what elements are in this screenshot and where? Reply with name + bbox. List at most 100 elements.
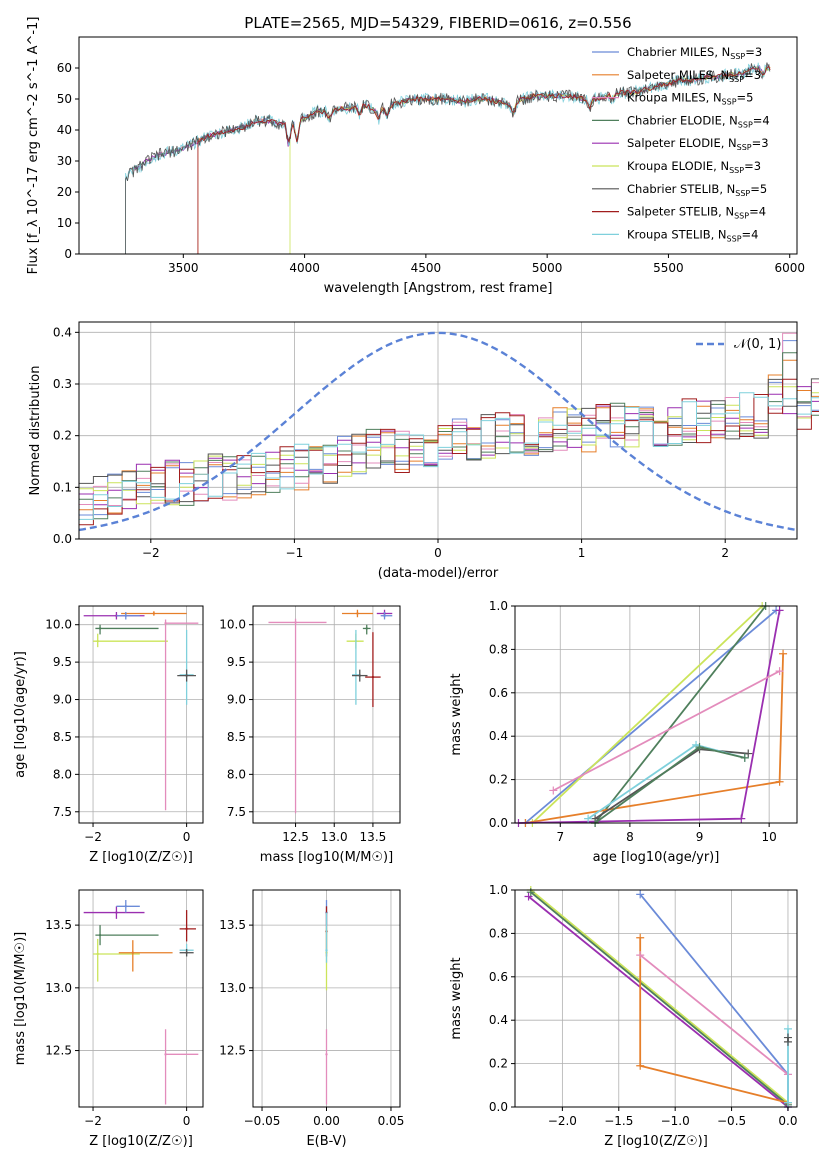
data-point — [115, 911, 118, 914]
x-tick-label: 0 — [434, 546, 442, 560]
weight-marker — [775, 777, 784, 786]
histogram-series — [79, 340, 819, 516]
y-axis-label: Flux [f_λ 10^-17 erg cm^-2 s^-1 A^-1] — [26, 17, 41, 275]
legend-label: Salpeter STELIB, NSSP=4 — [627, 205, 766, 221]
y-tick-label: 10.0 — [45, 618, 72, 632]
x-tick-label: 0.05 — [378, 1114, 405, 1128]
data-point — [185, 951, 188, 954]
y-tick-label: 0.0 — [489, 1100, 508, 1114]
y-tick-label: 12.5 — [219, 1044, 246, 1058]
legend-label: Salpeter MILES, NSSP=3 — [627, 68, 761, 84]
spectrum-panel: Chabrier MILES, NSSP=3 Salpeter MILES, NS… — [26, 17, 805, 296]
normal-distribution-curve — [78, 331, 798, 532]
x-tick-label: 0 — [183, 830, 191, 844]
y-tick-label: 10 — [57, 216, 72, 230]
x-tick-label: −2.0 — [548, 1114, 577, 1128]
weight-series-line — [552, 670, 781, 792]
weight-series-line — [594, 605, 767, 824]
weight-series-line — [531, 605, 763, 824]
x-tick-label: 13.5 — [360, 830, 387, 844]
x-tick-label: 6000 — [774, 261, 805, 275]
y-tick-label: 9.5 — [53, 655, 72, 669]
y-tick-label: 50 — [57, 92, 72, 106]
y-tick-label: 13.0 — [45, 981, 72, 995]
y-tick-label: 9.0 — [53, 693, 72, 707]
x-tick-label: −1 — [286, 546, 304, 560]
legend-label: Chabrier STELIB, NSSP=5 — [627, 182, 767, 198]
x-tick-label: −2 — [84, 830, 102, 844]
data-point — [96, 952, 99, 956]
errorbar-group — [83, 611, 199, 811]
x-tick-label: 0 — [183, 1114, 191, 1128]
x-tick-label: −2 — [84, 1114, 102, 1128]
y-tick-label: 0.4 — [489, 1013, 508, 1027]
x-tick-label: 0.0 — [778, 1114, 797, 1128]
legend: Chabrier MILES, NSSP=3 Salpeter MILES, NS… — [592, 45, 770, 243]
weight-marker — [744, 749, 753, 758]
y-tick-label: 12.5 — [45, 1044, 72, 1058]
axes-frame — [252, 605, 401, 824]
y-tick-label: 7.5 — [227, 805, 246, 819]
mass-vs-metallicity-panel: −2 0 12.5 13.0 13.5 Z [log10(Z/Z☉)] mass [log1… — [13, 889, 204, 1149]
data-point — [96, 639, 99, 643]
weight-vs-age-panel: 7 8 9 10 0.0 0.2 0.4 0.6 0.8 1.0 age [log10(age/yr… — [449, 599, 798, 865]
weight-marker — [783, 1037, 792, 1046]
weight-marker — [636, 890, 645, 899]
x-tick-label: −1.0 — [661, 1114, 690, 1128]
y-tick-label: 13.5 — [45, 918, 72, 932]
y-tick-label: 1.0 — [489, 883, 508, 897]
axes-frame — [78, 605, 204, 824]
y-axis-label: mass weight — [449, 957, 464, 1039]
data-point — [124, 614, 127, 617]
y-tick-label: 8.0 — [227, 767, 246, 781]
y-tick-label: 7.5 — [53, 805, 72, 819]
spectrum-series-line — [93, 62, 770, 255]
x-tick-label: −0.5 — [717, 1114, 746, 1128]
y-tick-label: 0.6 — [489, 970, 508, 984]
y-tick-label: 0.8 — [489, 926, 508, 940]
weight-marker — [636, 951, 645, 960]
age-vs-mass-panel: 12.5 13.0 13.5 7.5 8.0 8.5 9.0 9.5 10.0 mass [log… — [219, 605, 401, 865]
y-tick-label: 0 — [64, 247, 72, 261]
weight-marker — [775, 606, 784, 615]
errorbar-group — [83, 900, 199, 1105]
data-point — [185, 674, 188, 677]
x-axis-label: age [log10(age/yr)] — [593, 850, 720, 865]
y-tick-label: 1.0 — [489, 599, 508, 613]
y-tick-label: 0.0 — [53, 532, 72, 546]
weight-series-line — [594, 746, 746, 824]
x-tick-label: 0.00 — [313, 1114, 340, 1128]
weight-marker — [584, 814, 593, 823]
x-axis-label: Z [log10(Z/Z☉)] — [89, 1134, 193, 1149]
y-tick-label: 0.1 — [53, 480, 72, 494]
data-point — [325, 949, 328, 952]
weight-marker — [549, 786, 558, 795]
axes-frame — [78, 36, 798, 255]
axes-frame — [514, 605, 798, 824]
legend-label: 𝒩(0, 1) — [734, 337, 781, 352]
y-tick-label: 0.0 — [489, 816, 508, 830]
x-axis-label: wavelength [Angstrom, rest frame] — [324, 281, 553, 296]
y-tick-label: 8.5 — [227, 730, 246, 744]
axes-frame — [78, 889, 204, 1108]
x-tick-label: 12.5 — [282, 830, 309, 844]
x-axis-label: (data-model)/error — [378, 566, 499, 581]
data-point — [164, 622, 167, 625]
legend-label: Kroupa ELODIE, NSSP=3 — [627, 159, 761, 175]
y-tick-label: 0.3 — [53, 377, 72, 391]
grid-lines — [253, 606, 400, 823]
weight-marker — [636, 1061, 645, 1070]
y-axis-label: Normed distribution — [28, 366, 43, 496]
y-tick-label: 8.0 — [53, 767, 72, 781]
y-axis-label: mass [log10(M/M☉)] — [13, 932, 28, 1065]
errorbar-group — [268, 609, 393, 814]
y-tick-label: 9.0 — [227, 693, 246, 707]
y-tick-label: 13.5 — [219, 918, 246, 932]
weight-vs-metallicity-panel: −2.0 −1.5 −1.0 −0.5 0.0 0.0 0.2 0.4 0.6 0.8 1.0 Z [… — [449, 883, 798, 1149]
weight-series-line — [530, 891, 789, 1106]
y-tick-label: 0.4 — [53, 325, 72, 339]
x-tick-label: 5000 — [532, 261, 563, 275]
y-axis-label: age [log10(age/yr)] — [13, 651, 28, 778]
axes-frame — [514, 889, 798, 1108]
